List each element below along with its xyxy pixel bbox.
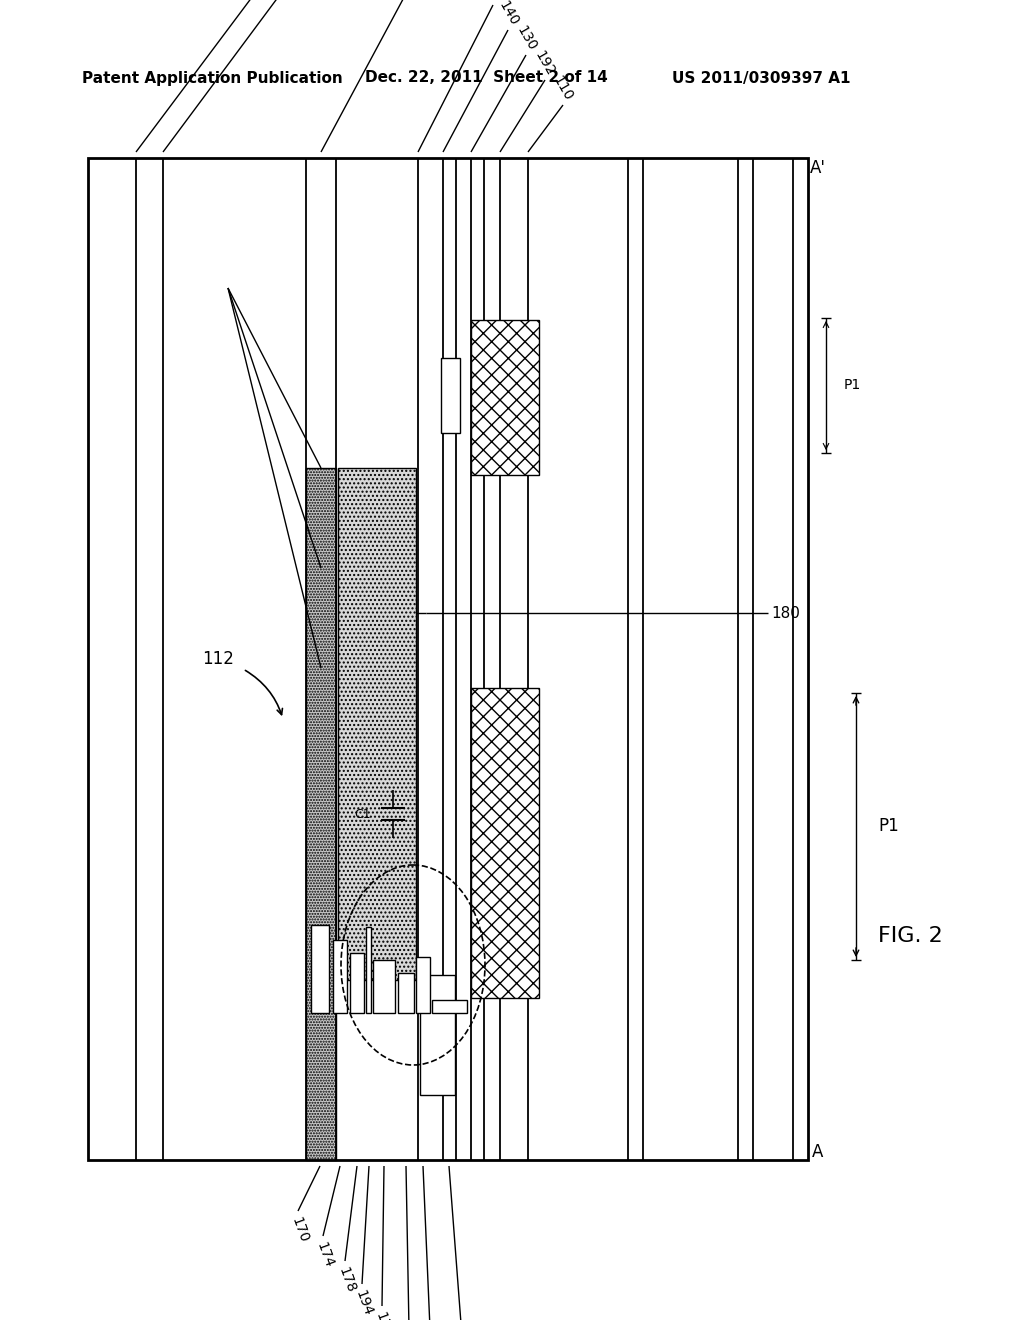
Text: 194: 194	[353, 1288, 375, 1317]
Text: 172: 172	[373, 1309, 395, 1320]
Text: 178: 178	[336, 1265, 358, 1295]
Bar	[471, 688, 539, 998]
Text: 194: 194	[480, 0, 506, 3]
Text: 180: 180	[771, 606, 800, 620]
Text: C1: C1	[354, 808, 371, 821]
Text: 130: 130	[513, 24, 539, 53]
Bar	[432, 1001, 467, 1012]
Text: A: A	[812, 1143, 823, 1162]
Bar	[441, 358, 460, 433]
Bar	[311, 925, 329, 1012]
Bar	[416, 957, 430, 1012]
Bar	[306, 469, 336, 1160]
Bar	[398, 973, 414, 1012]
Bar	[333, 940, 347, 1012]
Text: 110: 110	[550, 73, 575, 103]
Text: Dec. 22, 2011  Sheet 2 of 14: Dec. 22, 2011 Sheet 2 of 14	[365, 70, 608, 86]
Text: 170: 170	[289, 1214, 311, 1245]
Text: Patent Application Publication: Patent Application Publication	[82, 70, 343, 86]
Text: 174: 174	[314, 1239, 336, 1270]
Text: A': A'	[810, 158, 826, 177]
Bar	[471, 319, 539, 475]
Text: 140: 140	[496, 0, 520, 28]
Bar	[373, 960, 395, 1012]
Bar	[88, 158, 808, 1160]
Text: 192: 192	[532, 48, 558, 78]
Bar	[366, 927, 371, 1012]
Bar	[338, 469, 416, 979]
Text: P1: P1	[844, 378, 861, 392]
Text: 112: 112	[202, 649, 233, 668]
Text: US 2011/0309397 A1: US 2011/0309397 A1	[672, 70, 851, 86]
Bar	[350, 953, 364, 1012]
Text: P1: P1	[878, 817, 899, 836]
Text: FIG. 2: FIG. 2	[878, 927, 943, 946]
Bar	[420, 975, 455, 1096]
